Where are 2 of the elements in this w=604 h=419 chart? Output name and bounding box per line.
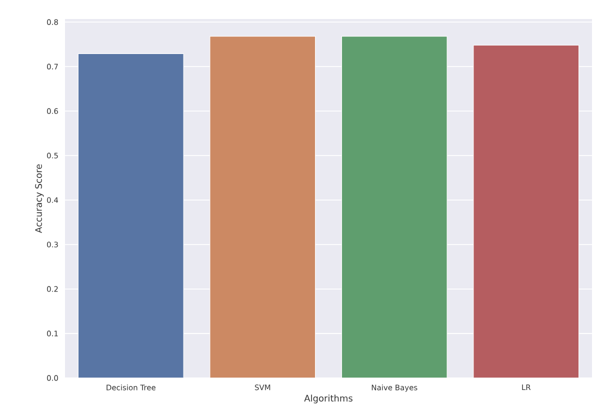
y-axis-title: Accuracy Score	[35, 164, 44, 234]
x-axis-title: Algorithms	[304, 394, 352, 404]
